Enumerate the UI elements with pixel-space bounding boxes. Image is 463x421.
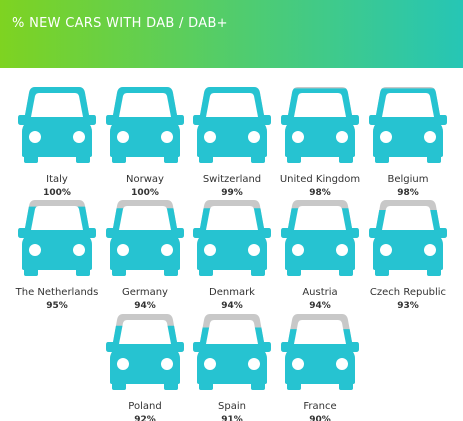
car-windshield [119, 206, 171, 230]
car-windshield [206, 320, 258, 344]
car-headlight-left [380, 244, 392, 256]
car-windshield [31, 206, 83, 230]
car-headlight-right [336, 244, 348, 256]
car-mark-germany [106, 200, 184, 276]
car-headlight-right [248, 131, 260, 143]
car-headlight-right [161, 244, 173, 256]
car-headlight-right [336, 131, 348, 143]
car-headlight-right [336, 358, 348, 370]
country-label: Czech Republic [370, 287, 446, 298]
car-windshield [382, 206, 434, 230]
car-headlight-left [204, 358, 216, 370]
country-label: Norway [126, 174, 164, 185]
value-label: 94% [221, 301, 243, 311]
country-label: The Netherlands [15, 287, 99, 298]
car-mark-denmark [193, 200, 271, 276]
car-headlight-left [292, 244, 304, 256]
value-label: 94% [309, 301, 331, 311]
country-label: Austria [302, 287, 337, 298]
car-headlight-left [380, 131, 392, 143]
car-mark-belgium [369, 87, 447, 163]
country-label: Italy [46, 174, 68, 185]
car-headlight-left [29, 244, 41, 256]
car-mark-italy [18, 87, 96, 163]
country-label: Switzerland [203, 174, 261, 185]
car-headlight-left [292, 358, 304, 370]
car-headlight-right [424, 131, 436, 143]
country-label: Germany [122, 287, 168, 298]
car-mark-poland [106, 314, 184, 390]
car-mark-norway [106, 87, 184, 163]
value-label: 100% [43, 188, 71, 198]
car-windshield [382, 93, 434, 117]
car-headlight-right [73, 244, 85, 256]
car-headlight-right [424, 244, 436, 256]
country-label: Poland [128, 401, 161, 412]
car-headlight-right [161, 131, 173, 143]
value-label: 92% [134, 415, 156, 421]
country-label: Denmark [209, 287, 255, 298]
car-headlight-left [117, 358, 129, 370]
value-label: 99% [221, 188, 243, 198]
car-headlight-left [204, 244, 216, 256]
car-windshield [294, 206, 346, 230]
car-mark-united-kingdom [281, 87, 359, 163]
country-label: United Kingdom [280, 174, 360, 185]
car-mark-france [281, 314, 359, 390]
car-windshield [119, 93, 171, 117]
car-mark-czech-republic [369, 200, 447, 276]
car-headlight-left [117, 131, 129, 143]
value-label: 95% [46, 301, 68, 311]
value-label: 94% [134, 301, 156, 311]
car-headlight-left [117, 244, 129, 256]
country-label: Spain [218, 401, 246, 412]
value-label: 98% [397, 188, 419, 198]
country-label: France [303, 401, 336, 412]
car-headlight-right [73, 131, 85, 143]
car-headlight-left [292, 131, 304, 143]
country-label: Belgium [388, 174, 429, 185]
car-mark-austria [281, 200, 359, 276]
car-windshield [119, 320, 171, 344]
car-filled-portion [281, 329, 359, 390]
chart-title: % NEW CARS WITH DAB / DAB+ [12, 16, 228, 31]
car-windshield [206, 206, 258, 230]
value-label: 90% [309, 415, 331, 421]
car-mark-switzerland [193, 87, 271, 163]
car-headlight-right [248, 244, 260, 256]
value-label: 93% [397, 301, 419, 311]
car-headlight-right [248, 358, 260, 370]
car-mark-the-netherlands [18, 200, 96, 276]
car-headlight-left [29, 131, 41, 143]
value-label: 100% [131, 188, 159, 198]
car-headlight-left [204, 131, 216, 143]
header-banner: % NEW CARS WITH DAB / DAB+ [0, 0, 463, 68]
value-label: 91% [221, 415, 243, 421]
value-label: 98% [309, 188, 331, 198]
car-windshield [294, 320, 346, 344]
car-mark-spain [193, 314, 271, 390]
car-windshield [294, 93, 346, 117]
car-windshield [206, 93, 258, 117]
car-windshield [31, 93, 83, 117]
car-headlight-right [161, 358, 173, 370]
